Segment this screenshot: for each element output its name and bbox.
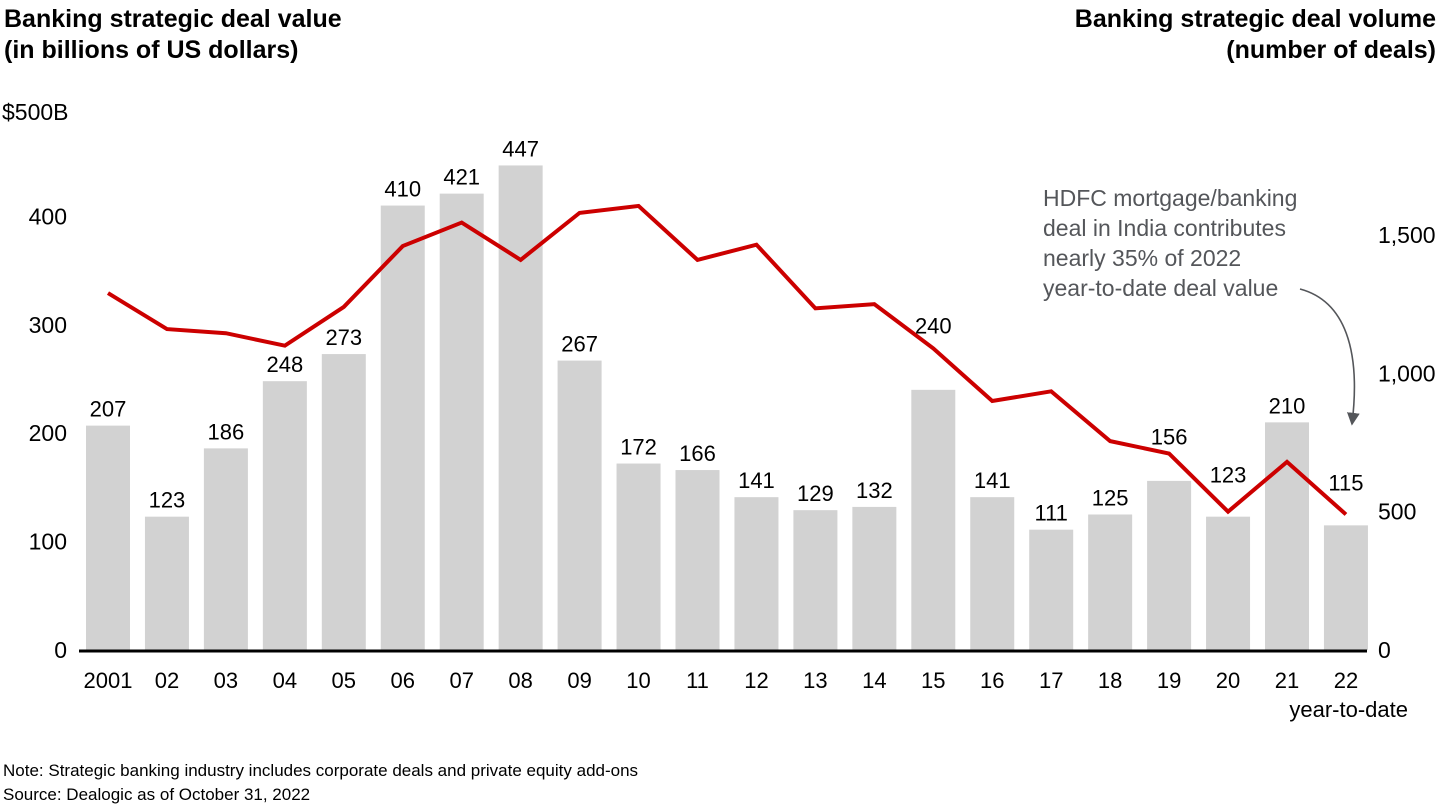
left-axis-tick: 300 (29, 312, 67, 338)
left-title-line1: Banking strategic deal value (4, 5, 342, 33)
bar-17 (1029, 529, 1074, 650)
bar-14 (852, 506, 897, 650)
bar-03 (203, 448, 248, 650)
bar-value-label-03: 186 (208, 419, 245, 444)
bar-10 (616, 463, 661, 650)
bar-16 (970, 497, 1015, 650)
labels-group: 207 123 186 248 273 410 421 447 267 172 166 141 129 1… (90, 136, 1364, 525)
bar-2001 (86, 425, 130, 650)
combo-bar-line-chart: $500B 400 300 200 100 0 1,500 1,000 500 0 2001 02 03… (2, 99, 1436, 722)
bar-15 (911, 389, 956, 650)
bars-group (86, 165, 1368, 651)
bar-value-label-18: 125 (1092, 486, 1129, 511)
bar-20 (1206, 516, 1251, 650)
bar-18 (1088, 514, 1133, 650)
x-axis-label-10: 10 (626, 668, 650, 693)
x-axis-label-20: 20 (1216, 668, 1240, 693)
bar-08 (498, 165, 543, 650)
bar-12 (734, 497, 779, 650)
x-axis-label-2001: 2001 (84, 668, 133, 693)
bar-value-label-02: 123 (149, 488, 186, 513)
bar-value-label-04: 248 (266, 352, 303, 377)
x-axis-label-09: 09 (567, 668, 591, 693)
right-axis-title: Banking strategic deal volume (number of… (1075, 4, 1436, 66)
bar-22 (1323, 525, 1368, 650)
right-axis-tick: 1,500 (1378, 222, 1436, 248)
deal-volume-line-group (106, 203, 1348, 516)
right-axis-tick: 1,000 (1378, 360, 1436, 386)
right-axis-tick: 500 (1378, 499, 1416, 525)
bar-04 (262, 381, 307, 650)
bar-07 (439, 193, 484, 651)
bar-value-label-12: 141 (738, 468, 775, 493)
x-axis-label-15: 15 (921, 668, 945, 693)
bar-value-label-07: 421 (443, 165, 480, 190)
bar-value-label-11: 166 (679, 441, 716, 466)
bar-value-label-10: 172 (620, 435, 657, 460)
bar-value-label-08: 447 (502, 136, 539, 161)
left-axis-top-label: $500B (2, 99, 69, 125)
annotation-line1: HDFC mortgage/banking (1043, 185, 1298, 211)
bar-11 (675, 470, 720, 650)
bar-13 (793, 510, 838, 650)
note-text: Note: Strategic banking industry include… (3, 761, 639, 780)
left-title-line2: (in billions of US dollars) (4, 36, 299, 64)
bar-value-label-19: 156 (1151, 425, 1188, 450)
axis-group: $500B 400 300 200 100 0 1,500 1,000 500 0 2001 02 03… (2, 99, 1436, 722)
x-axis-label-18: 18 (1098, 668, 1122, 693)
annotation-callout: HDFC mortgage/banking deal in India cont… (1043, 183, 1297, 303)
bar-value-label-05: 273 (325, 325, 362, 350)
x-axis-label-05: 05 (332, 668, 356, 693)
bar-value-label-20: 123 (1210, 463, 1247, 488)
x-axis-label-13: 13 (803, 668, 827, 693)
bar-value-label-21: 210 (1269, 393, 1306, 418)
bar-value-label-16: 141 (974, 468, 1011, 493)
right-title-line2: (number of deals) (1226, 36, 1436, 64)
source-text: Source: Dealogic as of October 31, 2022 (3, 785, 311, 804)
x-axis-label-14: 14 (862, 668, 886, 693)
footnote-block: Note: Strategic banking industry include… (3, 759, 638, 807)
bar-value-label-2001: 207 (90, 397, 127, 422)
annotation-arrow (1299, 288, 1360, 426)
x-axis-label-07: 07 (449, 668, 473, 693)
x-axis-label-06: 06 (391, 668, 415, 693)
x-axis-label-22: 22 (1334, 668, 1358, 693)
right-axis-tick: 0 (1378, 637, 1391, 663)
left-axis-tick: 0 (54, 637, 67, 663)
x-axis-label-08: 08 (508, 668, 532, 693)
bar-value-label-14: 132 (856, 478, 893, 503)
x-axis-label-02: 02 (155, 668, 179, 693)
x-axis-label-12: 12 (744, 668, 768, 693)
right-title-line1: Banking strategic deal volume (1074, 5, 1436, 33)
bar-09 (557, 360, 602, 650)
annotation-line3: nearly 35% of 2022 (1043, 245, 1242, 271)
bar-value-label-09: 267 (561, 332, 598, 357)
x-axis-year-to-date-label: year-to-date (1289, 697, 1408, 722)
x-axis-label-16: 16 (980, 668, 1004, 693)
bar-02 (144, 516, 189, 650)
bar-06 (380, 205, 425, 650)
bar-19 (1147, 480, 1192, 650)
x-axis-label-17: 17 (1039, 668, 1063, 693)
bar-value-label-13: 129 (797, 481, 834, 506)
left-axis-tick: 200 (29, 420, 67, 446)
bar-05 (321, 354, 366, 650)
annotation-line4: year-to-date deal value (1043, 275, 1279, 301)
bar-21 (1265, 422, 1309, 650)
bar-value-label-22: 115 (1328, 470, 1363, 495)
left-axis-title: Banking strategic deal value (in billion… (4, 4, 342, 66)
annotation-line2: deal in India contributes (1043, 215, 1286, 241)
x-axis-label-19: 19 (1157, 668, 1181, 693)
bar-value-label-06: 410 (384, 177, 421, 202)
bar-value-label-17: 111 (1034, 501, 1067, 526)
bar-value-label-15: 240 (915, 313, 952, 338)
deal-volume-line (106, 203, 1348, 516)
left-axis-tick: 100 (29, 529, 67, 555)
left-axis-tick: 400 (29, 203, 67, 229)
x-axis-label-03: 03 (214, 668, 238, 693)
x-axis-label-04: 04 (273, 668, 297, 693)
x-axis-label-21: 21 (1275, 668, 1299, 693)
x-axis-label-11: 11 (686, 668, 709, 693)
